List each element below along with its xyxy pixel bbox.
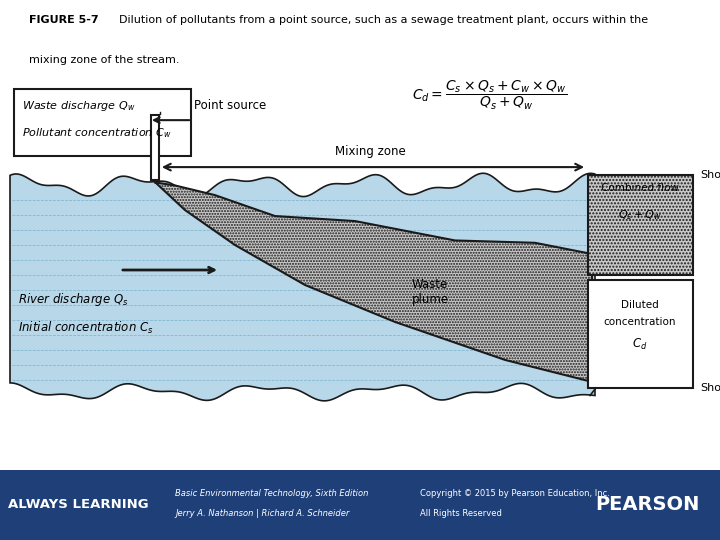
Text: mixing zone of the stream.: mixing zone of the stream. (29, 55, 179, 65)
Bar (588, 280, 693, 388)
Text: Point source: Point source (194, 99, 266, 112)
Text: Diluted: Diluted (621, 300, 659, 310)
Text: PEARSON: PEARSON (595, 495, 700, 515)
Text: Initial concentration $C_s$: Initial concentration $C_s$ (18, 320, 153, 336)
Text: $Q_s + Q_w$: $Q_s + Q_w$ (618, 208, 662, 222)
Text: ALWAYS LEARNING: ALWAYS LEARNING (8, 498, 148, 511)
Text: River discharge $Q_s$: River discharge $Q_s$ (18, 292, 129, 308)
Text: Dilution of pollutants from a point source, such as a sewage treatment plant, oc: Dilution of pollutants from a point sour… (112, 16, 648, 25)
Text: $C_d = \dfrac{C_s \times Q_s + C_w \times Q_w}{Q_s + Q_w}$: $C_d = \dfrac{C_s \times Q_s + C_w \time… (413, 79, 567, 112)
Text: Mixing zone: Mixing zone (335, 145, 405, 158)
Text: Jerry A. Nathanson | Richard A. Schneider: Jerry A. Nathanson | Richard A. Schneide… (175, 509, 349, 518)
Text: Shoreline: Shoreline (700, 383, 720, 393)
Text: Shoreline: Shoreline (700, 170, 720, 180)
Polygon shape (10, 173, 595, 401)
Text: $C_d$: $C_d$ (632, 338, 648, 353)
Text: Waste
plume: Waste plume (411, 278, 449, 306)
Text: Combined flow: Combined flow (601, 183, 679, 193)
Text: FIGURE 5-7: FIGURE 5-7 (29, 16, 99, 25)
Polygon shape (155, 182, 592, 382)
Text: Copyright © 2015 by Pearson Education, Inc.: Copyright © 2015 by Pearson Education, I… (420, 489, 610, 498)
FancyBboxPatch shape (14, 89, 191, 156)
Bar (588, 175, 693, 275)
Text: Pollutant concentration $C_w$: Pollutant concentration $C_w$ (22, 126, 171, 140)
Text: All Rights Reserved: All Rights Reserved (420, 509, 502, 518)
Text: Waste discharge $Q_w$: Waste discharge $Q_w$ (22, 99, 135, 113)
Bar (151, 115, 159, 180)
Text: concentration: concentration (604, 317, 676, 327)
Text: Basic Environmental Technology, Sixth Edition: Basic Environmental Technology, Sixth Ed… (175, 489, 369, 498)
